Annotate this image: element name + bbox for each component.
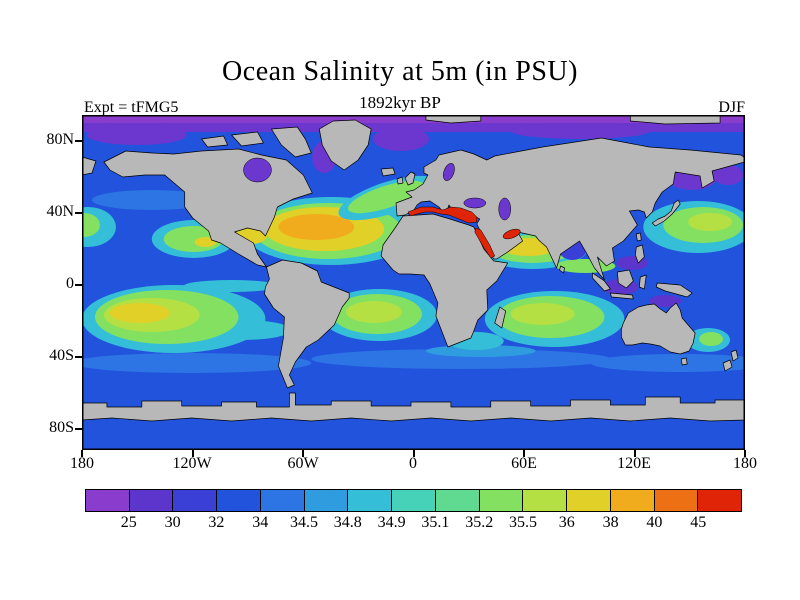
colorbar-level-label: 40 — [646, 514, 663, 531]
continents-layer — [82, 115, 745, 422]
chart-title: Ocean Salinity at 5m (in PSU) — [222, 56, 578, 87]
axis-tick — [634, 450, 636, 457]
x-axis-label: 180 — [733, 455, 757, 472]
x-axis-label: 0 — [409, 455, 417, 472]
arctic-ice — [425, 115, 482, 124]
colorbar-level-label: 34.5 — [290, 514, 318, 531]
hudson-bay — [243, 157, 272, 183]
colorbar-swatch — [303, 489, 349, 512]
map-frame — [82, 115, 745, 450]
borneo — [617, 269, 634, 289]
madagascar — [494, 306, 507, 329]
colorbar-level-label: 34 — [252, 514, 269, 531]
south-america — [264, 259, 350, 389]
chukotka — [82, 156, 97, 176]
axis-tick — [523, 450, 525, 457]
world-map — [82, 115, 745, 450]
colorbar-swatch — [653, 489, 699, 512]
axis-tick — [81, 450, 83, 457]
y-axis-label: 0 — [66, 275, 74, 292]
experiment-label: Expt = tFMG5 — [84, 99, 179, 116]
axis-tick — [75, 284, 82, 286]
colorbar-swatch — [522, 489, 568, 512]
japan — [651, 199, 681, 227]
colorbar-level-label: 30 — [164, 514, 181, 531]
philippines — [634, 244, 645, 264]
sulawesi — [638, 274, 647, 290]
mediterranean-sea — [407, 206, 478, 224]
axis-tick — [75, 356, 82, 358]
axis-tick — [75, 212, 82, 214]
colorbar-swatch — [128, 489, 174, 512]
arctic-island — [271, 126, 312, 158]
java — [610, 292, 634, 300]
x-axis-label: 180 — [70, 455, 94, 472]
persian-gulf — [502, 228, 521, 240]
great-britain — [404, 171, 416, 186]
map-border — [82, 115, 745, 450]
y-axis-label: 40S — [49, 347, 74, 364]
new-guinea — [655, 282, 693, 298]
colorbar-level-label: 36 — [558, 514, 575, 531]
colorbar-swatch — [434, 489, 480, 512]
y-axis-label: 40N — [46, 203, 74, 220]
axis-tick — [75, 140, 82, 142]
x-axis-label: 120E — [617, 455, 651, 472]
colorbar-swatch — [697, 489, 743, 512]
caspian-sea — [498, 197, 511, 221]
colorbar-level-label: 35.2 — [465, 514, 494, 531]
tasmania — [680, 357, 688, 366]
baltic-sea — [443, 163, 455, 181]
colorbar-level-label: 32 — [208, 514, 225, 531]
colorbar-swatches — [85, 489, 743, 512]
colorbar-swatch — [478, 489, 524, 512]
colorbar-level-label: 45 — [690, 514, 707, 531]
colorbar-labels: 25 30 32 34 34.5 34.8 34.9 35.1 35.2 35.5 36 38 40 45 — [85, 514, 742, 534]
colorbar-level-label: 25 — [120, 514, 137, 531]
australia — [621, 302, 696, 355]
colorbar-swatch — [172, 489, 218, 512]
colorbar-swatch — [609, 489, 655, 512]
axis-tick — [75, 428, 82, 430]
colorbar-level-label: 35.5 — [509, 514, 537, 531]
antarctica — [82, 392, 745, 422]
axis-tick — [302, 450, 304, 457]
x-axis-label: 120W — [172, 455, 212, 472]
colorbar-level-label: 34.9 — [377, 514, 406, 531]
x-axis-label: 60W — [287, 455, 319, 472]
y-axis-label: 80S — [49, 419, 74, 436]
arctic-island — [231, 131, 264, 147]
colorbar-level-label: 38 — [602, 514, 619, 531]
axis-tick — [192, 450, 194, 457]
arctic-island — [201, 135, 228, 148]
x-axis-label: 60E — [511, 455, 537, 472]
colorbar-swatch — [85, 489, 130, 512]
iceland — [380, 167, 396, 177]
sumatra — [592, 272, 611, 292]
red-sea — [474, 227, 496, 259]
colorbar-swatch — [259, 489, 305, 512]
taiwan — [635, 232, 642, 242]
colorbar-swatch — [216, 489, 261, 512]
ireland — [396, 176, 404, 185]
arctic-ice — [629, 115, 721, 125]
black-sea — [463, 197, 487, 209]
new-zealand — [722, 359, 733, 372]
axis-tick — [413, 450, 415, 457]
colorbar-level-label: 34.8 — [333, 514, 362, 531]
greenland — [318, 119, 372, 171]
colorbar-swatch — [391, 489, 436, 512]
colorbar-swatch — [566, 489, 611, 512]
sri-lanka — [559, 265, 565, 274]
inland-seas-layer — [243, 157, 521, 259]
axis-tick — [744, 450, 746, 457]
colorbar-level-label: 35.1 — [421, 514, 450, 531]
new-zealand — [730, 349, 739, 362]
season-label: DJF — [718, 99, 745, 116]
y-axis-label: 80N — [46, 131, 74, 148]
colorbar-swatch — [347, 489, 393, 512]
chart-subtitle: 1892kyr BP — [359, 93, 441, 112]
